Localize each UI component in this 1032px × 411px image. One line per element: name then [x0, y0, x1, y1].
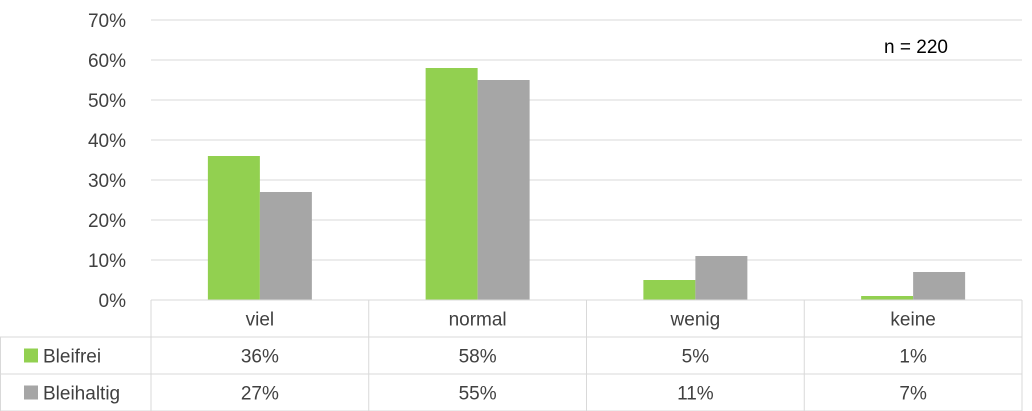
table-cell-value: 7%: [899, 384, 927, 405]
y-tick-label: 20%: [88, 211, 126, 232]
table-cell-value: 1%: [899, 347, 927, 368]
y-tick-label: 50%: [88, 91, 126, 112]
bar-bleihaltig-keine: [913, 272, 966, 300]
bar-bleifrei-normal: [425, 68, 478, 300]
y-tick-label: 70%: [88, 11, 126, 32]
y-tick-label: 60%: [88, 51, 126, 72]
category-label: wenig: [670, 310, 721, 331]
category-label: normal: [449, 310, 507, 331]
bars: [207, 68, 966, 300]
legend-label-bleihaltig: Bleihaltig: [43, 384, 120, 405]
table-cell-value: 27%: [241, 384, 279, 405]
bar-bleihaltig-normal: [477, 80, 530, 300]
y-tick-label: 10%: [88, 251, 126, 272]
legend-label-bleifrei: Bleifrei: [43, 347, 101, 368]
bar-bleifrei-wenig: [643, 280, 696, 300]
bar-bleifrei-viel: [207, 156, 260, 300]
table-cell-value: 36%: [241, 347, 279, 368]
bar-bleifrei-keine: [861, 296, 914, 300]
category-label: keine: [890, 310, 935, 331]
table-cell-value: 5%: [682, 347, 710, 368]
bar-bleihaltig-viel: [259, 192, 312, 300]
table-cell-value: 58%: [459, 347, 497, 368]
category-label: viel: [246, 310, 275, 331]
table-cell-value: 55%: [459, 384, 497, 405]
y-tick-label: 0%: [99, 291, 127, 312]
data-table: viel normal wenig keine Bleifrei 36% 58% 5% 1% Bl…: [0, 299, 1023, 411]
legend-swatch-bleifrei: [24, 348, 38, 363]
bar-bleihaltig-wenig: [695, 256, 748, 300]
y-axis-ticks: 0% 10% 20% 30% 40% 50% 60% 70%: [88, 11, 126, 312]
sample-size-annotation: n = 220: [884, 37, 948, 58]
y-tick-label: 30%: [88, 171, 126, 192]
y-tick-label: 40%: [88, 131, 126, 152]
table-cell-value: 11%: [677, 384, 714, 405]
legend-swatch-bleihaltig: [24, 385, 38, 400]
